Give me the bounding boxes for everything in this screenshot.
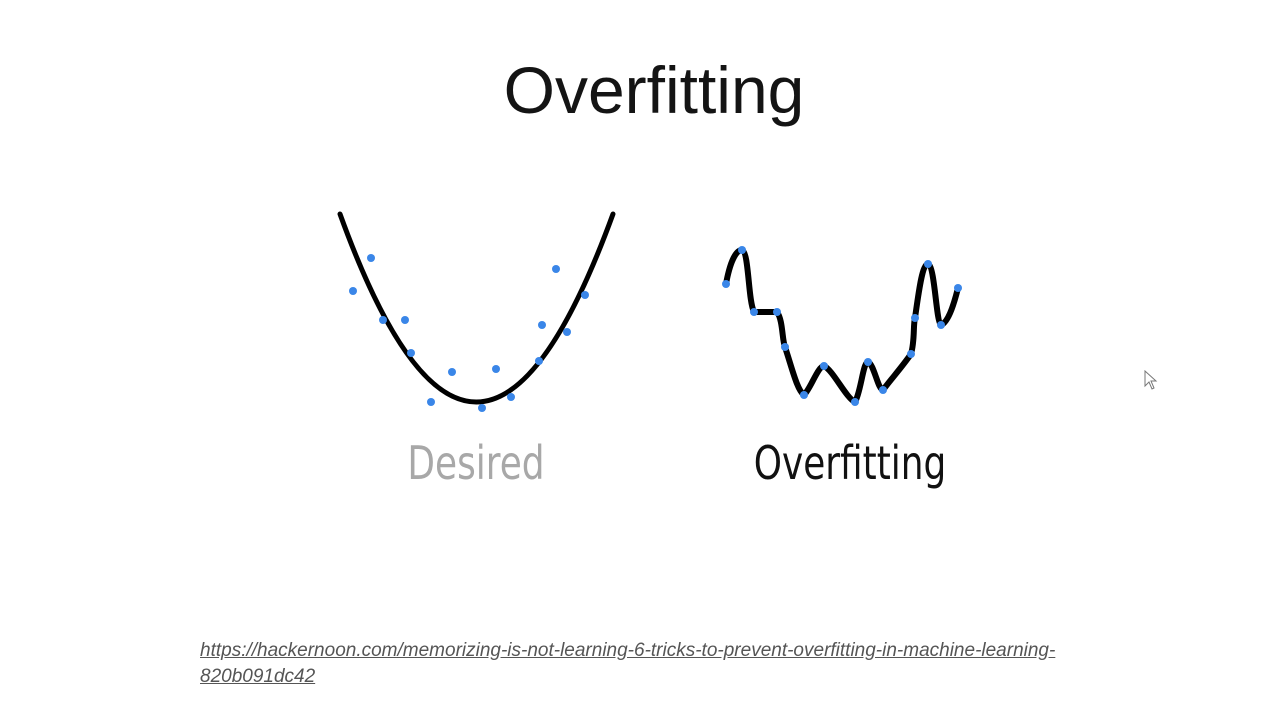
data-point — [879, 386, 887, 394]
overfitting-data-points — [722, 246, 962, 406]
overfitting-fit-diagram — [722, 246, 962, 406]
data-point — [773, 308, 781, 316]
data-point — [478, 404, 486, 412]
data-point — [800, 391, 808, 399]
data-point — [448, 368, 456, 376]
data-point — [427, 398, 435, 406]
data-point — [367, 254, 375, 262]
data-point — [401, 316, 409, 324]
data-point — [535, 357, 543, 365]
data-point — [907, 350, 915, 358]
data-point — [738, 246, 746, 254]
overfitting-curve — [723, 247, 961, 405]
data-point — [820, 362, 828, 370]
data-point — [349, 287, 357, 295]
data-point — [492, 365, 500, 373]
data-point — [563, 328, 571, 336]
data-point — [552, 265, 560, 273]
data-point — [911, 314, 919, 322]
desired-data-points — [349, 254, 589, 412]
data-point — [851, 398, 859, 406]
desired-curve — [337, 211, 616, 405]
data-point — [864, 358, 872, 366]
data-point — [937, 321, 945, 329]
data-point — [722, 280, 730, 288]
desired-fit-diagram — [337, 211, 616, 412]
source-link[interactable]: https://hackernoon.com/memorizing-is-not… — [200, 640, 1056, 687]
overfitting-caption: Overfitting — [753, 436, 947, 490]
data-point — [538, 321, 546, 329]
data-point — [750, 308, 758, 316]
mouse-pointer-icon — [1144, 370, 1158, 390]
data-point — [954, 284, 962, 292]
data-point — [379, 316, 387, 324]
data-point — [581, 291, 589, 299]
data-point — [924, 260, 932, 268]
data-point — [507, 393, 515, 401]
desired-caption: Desired — [407, 436, 545, 490]
data-point — [407, 349, 415, 357]
slide-title: Overfitting — [503, 53, 805, 127]
data-point — [781, 343, 789, 351]
